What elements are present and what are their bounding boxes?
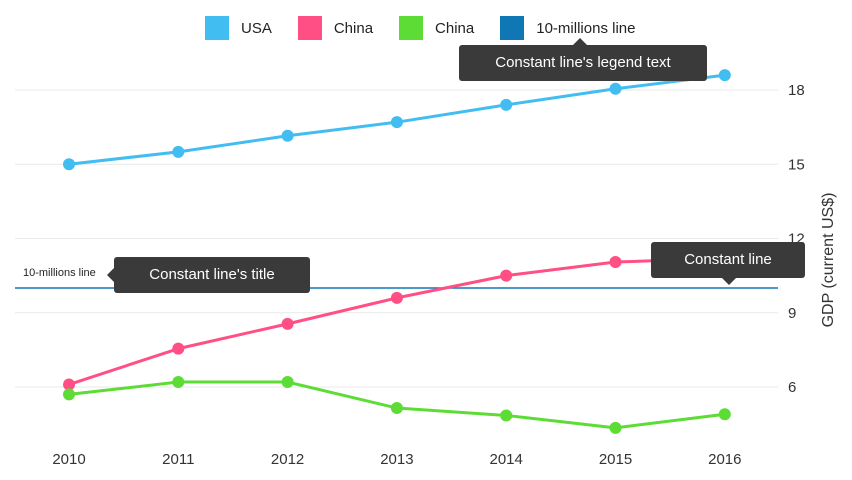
series-1-point-2014 xyxy=(500,269,513,282)
series-1-point-2015 xyxy=(609,256,622,269)
series-2-point-2013 xyxy=(390,402,403,415)
series-1-point-2011 xyxy=(172,342,185,355)
y-axis-title: GDP (current US$) xyxy=(820,193,837,328)
legend-label-china: China xyxy=(333,19,374,37)
legend-item-china[interactable]: China xyxy=(297,16,374,40)
tooltip-constant-line: Constant line xyxy=(651,242,805,285)
legend-item-china-2[interactable]: China xyxy=(399,16,474,40)
y-tick-label-9: 9 xyxy=(788,305,796,322)
x-tick-label-2012: 2012 xyxy=(271,451,304,468)
legend-item-constant-line[interactable]: 10-millions line xyxy=(500,16,635,40)
y-tick-label-6: 6 xyxy=(788,379,796,396)
series-0-point-2016 xyxy=(718,69,731,82)
series-2-point-2011 xyxy=(172,376,185,389)
series-1-point-2010 xyxy=(63,378,75,391)
series-2-point-2015 xyxy=(609,421,622,434)
series-2-point-2014 xyxy=(500,409,513,422)
legend-label-china-2: China xyxy=(435,19,475,37)
x-tick-label-2015: 2015 xyxy=(599,451,632,468)
series-0-point-2014 xyxy=(500,98,513,111)
legend-label-constant-line: 10-millions line xyxy=(536,19,636,37)
series-0-point-2015 xyxy=(609,82,622,95)
x-tick-label-2016: 2016 xyxy=(708,451,741,468)
series-1-point-2012 xyxy=(281,317,294,330)
series-0-point-2012 xyxy=(281,129,294,142)
x-tick-label-2010: 2010 xyxy=(52,451,85,468)
legend: USA China China 10-millions line xyxy=(205,16,661,40)
series-0-point-2011 xyxy=(172,145,185,158)
legend-swatch-constant-line xyxy=(500,16,525,40)
series-2-point-2016 xyxy=(718,408,731,421)
legend-swatch-usa xyxy=(205,16,229,40)
series-0-point-2010 xyxy=(63,158,75,171)
tooltip-constant-line-title: Constant line's title xyxy=(107,257,310,293)
y-tick-label-18: 18 xyxy=(788,82,805,99)
legend-item-usa[interactable]: USA xyxy=(205,16,272,40)
x-tick-label-2014: 2014 xyxy=(490,451,523,468)
series-1-point-2013 xyxy=(390,291,403,304)
tooltip-legend-text: Constant line's legend text xyxy=(459,38,707,81)
constant-line-label: 10-millions line xyxy=(23,267,96,279)
legend-swatch-china xyxy=(297,16,322,40)
x-tick-label-2011: 2011 xyxy=(162,451,194,468)
y-tick-label-15: 15 xyxy=(788,156,805,173)
x-tick-label-2013: 2013 xyxy=(380,451,413,468)
series-0-point-2013 xyxy=(390,116,403,129)
legend-swatch-china-2 xyxy=(399,16,424,40)
series-2-point-2012 xyxy=(281,376,294,389)
legend-label-usa: USA xyxy=(241,19,272,37)
series-2-point-2010 xyxy=(63,388,75,401)
